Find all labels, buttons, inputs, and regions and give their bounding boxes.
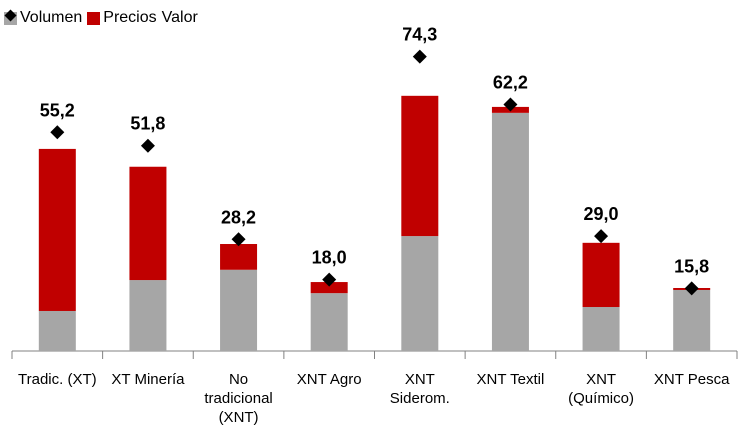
data-label: 29,0 (584, 204, 619, 224)
legend-marker (4, 9, 17, 22)
data-label: 62,2 (493, 73, 528, 93)
legend-item: Valor (4, 9, 198, 27)
valor-marker (503, 97, 518, 112)
legend-label: Volumen (20, 9, 83, 26)
bar-segment (582, 242, 620, 308)
valor-marker (412, 49, 427, 64)
data-label: 74,3 (402, 25, 437, 45)
data-label: 51,8 (130, 114, 165, 134)
bar-segment (310, 282, 348, 294)
x-tick-label: XNT (Químico) (568, 371, 634, 407)
bar-segment (129, 166, 167, 281)
diamond (4, 9, 17, 22)
x-tick-label: XNT Pesca (653, 371, 730, 388)
x-tick-label: No tradicional (XNT) (204, 371, 273, 426)
bar-segment (582, 307, 620, 351)
x-tick-label: Tradic. (XT) (18, 371, 97, 388)
bar-segment (220, 269, 258, 351)
valor-marker (322, 272, 337, 287)
valor-marker (140, 138, 155, 153)
x-tick-label: XNT Agro (296, 371, 362, 388)
data-label: 28,2 (221, 207, 256, 227)
bar-segment (673, 289, 711, 351)
bar-segment (220, 244, 258, 270)
bar-segment (129, 280, 167, 351)
legend-swatch (87, 11, 101, 25)
valor-marker (231, 232, 246, 247)
bar-segment (491, 112, 529, 351)
bar-segment (38, 310, 76, 351)
bar-segment (310, 293, 348, 351)
legend-item: Precios (87, 9, 157, 27)
bar-segment (401, 236, 439, 351)
data-label: 18,0 (312, 248, 347, 268)
legend-label: Valor (161, 9, 198, 26)
legend-label: Precios (103, 9, 157, 26)
bar-segment (401, 95, 439, 237)
valor-marker (684, 281, 699, 296)
x-tick-label: XT Minería (111, 371, 185, 388)
valor-marker (594, 229, 609, 244)
valor-marker (50, 125, 65, 140)
data-label: 15,8 (674, 256, 709, 276)
bar-segment (38, 148, 76, 311)
data-label: 55,2 (40, 100, 75, 120)
x-tick-label: XNT Textil (476, 371, 545, 388)
x-tick-label: XNT Siderom. (389, 371, 450, 407)
legend: Volumen Precios Valor (4, 9, 200, 27)
